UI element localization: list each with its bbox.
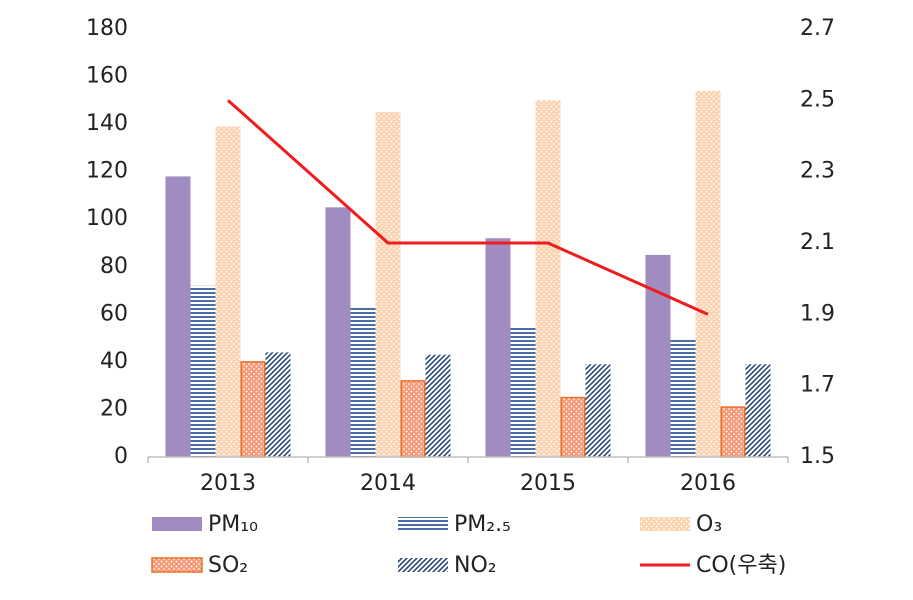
legend-label: SO₂ [208,553,248,578]
y2-tick-label: 1.5 [800,444,835,469]
bar [745,364,771,457]
legend-label: CO(우축) [696,553,786,578]
bar [350,307,376,457]
y-tick-label: 40 [100,349,128,374]
bar [190,285,216,457]
x-tick-label: 2015 [520,471,576,496]
bar [585,364,611,457]
y-tick-label: 160 [86,64,128,89]
y2-tick-label: 2.3 [800,159,835,184]
legend-label: O₃ [696,512,722,537]
legend-swatch [152,517,202,531]
y-tick-label: 0 [114,444,128,469]
bar [240,361,266,458]
y2-tick-label: 2.1 [800,230,835,255]
legend-swatch [151,557,203,573]
legend-label: PM₂.₅ [454,512,511,537]
bar [535,100,561,457]
bar [695,90,721,458]
line [227,99,709,316]
bar [670,338,696,457]
bar [400,380,426,458]
bar [375,112,401,457]
legend-swatch [640,517,690,531]
y2-tick-label: 2.7 [800,16,835,41]
bar [510,326,536,457]
y2-tick-label: 1.9 [800,301,835,326]
y-tick-label: 100 [86,206,128,231]
legend-swatch [398,517,448,531]
y-tick-label: 180 [86,16,128,41]
y-tick-label: 80 [100,254,128,279]
bar [485,238,511,457]
bar [325,207,351,457]
legend-label: NO₂ [454,553,497,578]
x-tick-label: 2016 [680,471,736,496]
x-tick-label: 2013 [200,471,256,496]
y2-tick-label: 2.5 [800,87,835,112]
x-tick-label: 2014 [360,471,416,496]
y-tick-label: 60 [100,301,128,326]
y-tick-label: 120 [86,159,128,184]
bar [425,354,451,457]
y-tick-label: 20 [100,396,128,421]
legend-label: PM₁₀ [208,512,258,537]
bar [215,126,241,457]
bar [560,396,586,458]
bar [165,176,191,457]
y2-tick-label: 1.7 [800,373,835,398]
bar [720,406,746,458]
y-tick-label: 140 [86,111,128,136]
legend-swatch [398,558,448,572]
bar [645,254,671,457]
bar [265,352,291,457]
